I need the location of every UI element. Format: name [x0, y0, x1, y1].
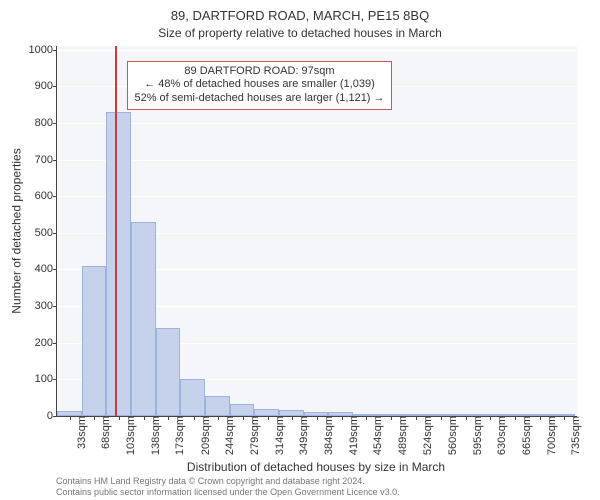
reference-line [115, 46, 117, 416]
gridline [57, 123, 577, 124]
y-tick-mark [53, 343, 57, 344]
histogram-bar [180, 379, 205, 416]
x-tick-label: 489sqm [391, 416, 409, 455]
x-tick-label: 419sqm [342, 416, 360, 455]
x-tick-label: 173sqm [168, 416, 186, 455]
x-tick-label: 103sqm [119, 416, 137, 455]
y-tick-mark [53, 123, 57, 124]
annotation-line: 52% of semi-detached houses are larger (… [134, 92, 384, 106]
annotation-line: ← 48% of detached houses are smaller (1,… [134, 78, 384, 92]
x-tick-label: 384sqm [317, 416, 335, 455]
histogram-bar [205, 396, 230, 416]
y-tick-mark [53, 379, 57, 380]
credits: Contains HM Land Registry data © Crown c… [56, 476, 400, 498]
histogram-bar [106, 112, 131, 416]
y-tick-mark [53, 160, 57, 161]
y-tick-mark [53, 416, 57, 417]
x-axis-label: Distribution of detached houses by size … [56, 460, 576, 474]
x-tick-label: 314sqm [268, 416, 286, 455]
plot-area: 0100200300400500600700800900100033sqm68s… [56, 46, 577, 417]
annotation-box: 89 DARTFORD ROAD: 97sqm← 48% of detached… [127, 61, 391, 110]
x-tick-label: 68sqm [94, 416, 112, 449]
histogram-bar [230, 404, 255, 416]
x-tick-label: 244sqm [218, 416, 236, 455]
annotation-line: 89 DARTFORD ROAD: 97sqm [134, 65, 384, 79]
y-tick-mark [53, 196, 57, 197]
y-axis-label: Number of detached properties [10, 46, 24, 416]
y-tick-mark [53, 50, 57, 51]
x-tick-label: 454sqm [366, 416, 384, 455]
x-tick-label: 700sqm [540, 416, 558, 455]
y-tick-mark [53, 306, 57, 307]
histogram-bar [82, 266, 107, 416]
gridline [57, 196, 577, 197]
y-tick-mark [53, 86, 57, 87]
histogram-bar [131, 222, 156, 416]
x-tick-label: 279sqm [243, 416, 261, 455]
x-tick-label: 665sqm [515, 416, 533, 455]
x-tick-label: 630sqm [490, 416, 508, 455]
x-tick-label: 735sqm [564, 416, 582, 455]
chart-subtitle: Size of property relative to detached ho… [0, 26, 600, 40]
gridline [57, 50, 577, 51]
x-tick-label: 138sqm [144, 416, 162, 455]
x-tick-label: 209sqm [194, 416, 212, 455]
gridline [57, 160, 577, 161]
chart-title: 89, DARTFORD ROAD, MARCH, PE15 8BQ [0, 8, 600, 23]
histogram-bar [156, 328, 181, 416]
x-tick-label: 524sqm [416, 416, 434, 455]
credits-line2: Contains public sector information licen… [56, 487, 400, 498]
y-tick-mark [53, 269, 57, 270]
x-tick-label: 595sqm [466, 416, 484, 455]
credits-line1: Contains HM Land Registry data © Crown c… [56, 476, 400, 487]
chart-container: 89, DARTFORD ROAD, MARCH, PE15 8BQ Size … [0, 0, 600, 500]
y-tick-mark [53, 233, 57, 234]
x-tick-label: 349sqm [292, 416, 310, 455]
x-tick-label: 560sqm [441, 416, 459, 455]
x-tick-label: 33sqm [70, 416, 88, 449]
histogram-bar [254, 409, 279, 416]
